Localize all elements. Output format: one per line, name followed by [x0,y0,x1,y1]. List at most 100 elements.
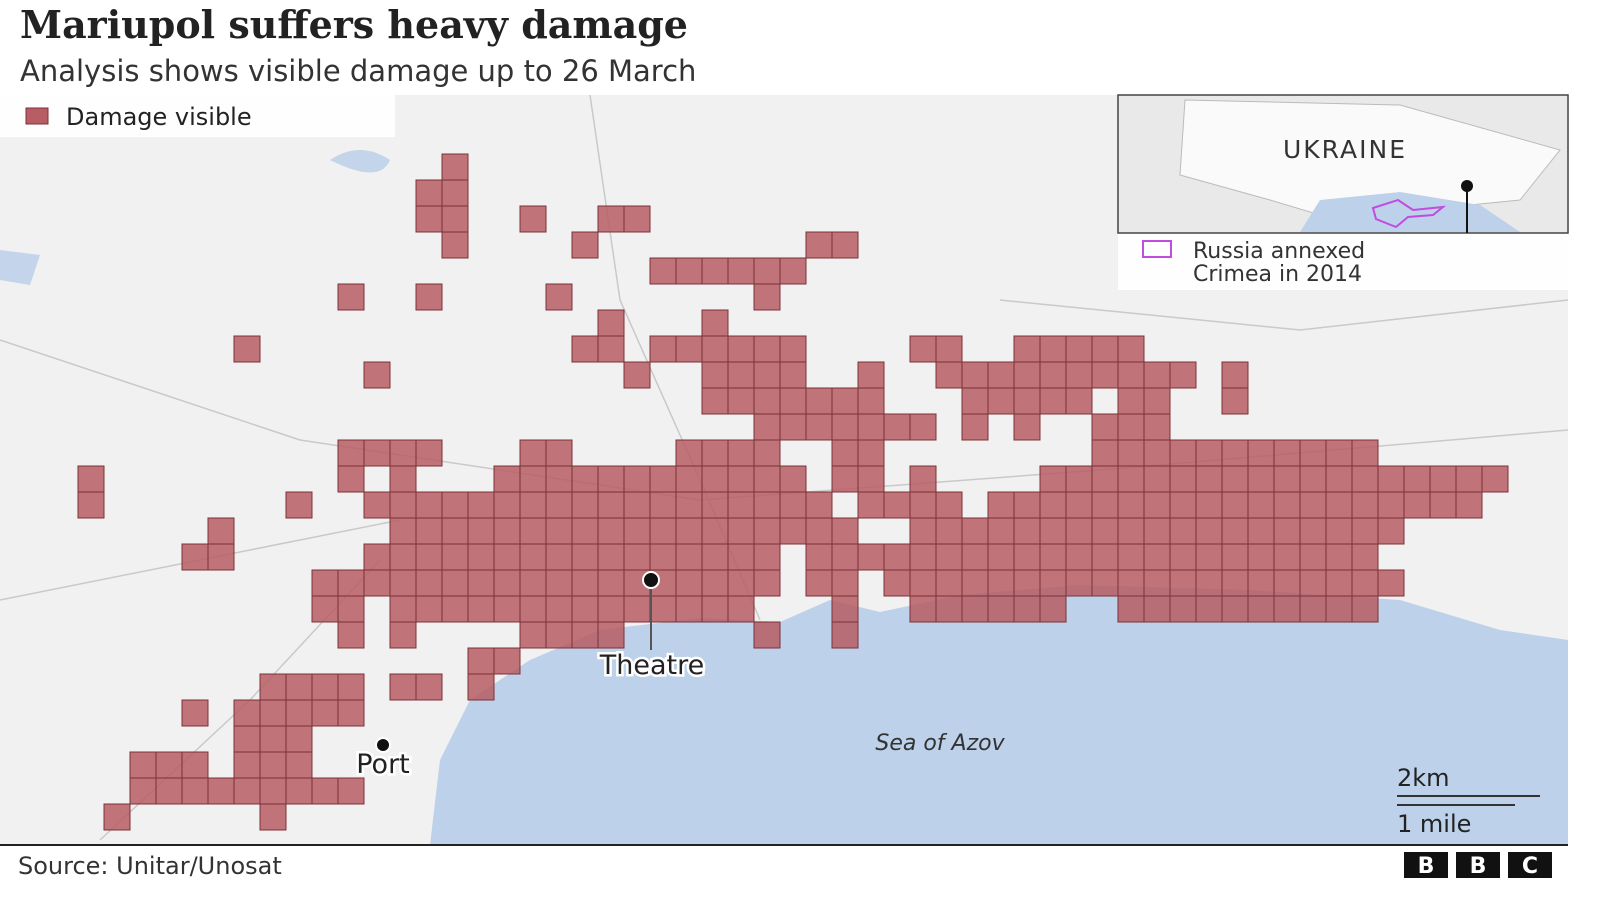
damage-cell [753,621,781,649]
damage-cell [337,621,365,649]
damage-cell [467,569,495,597]
damage-cell [753,335,781,363]
damage-cell [1325,491,1353,519]
damage-cell [805,387,833,415]
damage-cell [987,387,1015,415]
damage-cell [623,465,651,493]
damage-cell [909,517,937,545]
damage-cell [181,543,209,571]
damage-cell [493,491,521,519]
damage-cell [1247,517,1275,545]
damage-cell [753,569,781,597]
damage-cell [857,439,885,467]
damage-cell [311,673,339,701]
damage-cell [441,543,469,571]
damage-cell [207,517,235,545]
damage-cell [1299,543,1327,571]
damage-cell [1351,517,1379,545]
damage-cell [1325,569,1353,597]
damage-cell [649,257,677,285]
damage-cell [77,491,105,519]
damage-cell [519,569,547,597]
damage-cell [1351,465,1379,493]
damage-cell [415,179,443,207]
damage-cell [493,595,521,623]
damage-cell [1299,491,1327,519]
damage-cell [467,491,495,519]
damage-cell [1325,439,1353,467]
damage-cell [1195,595,1223,623]
damage-cell [909,595,937,623]
damage-cell [623,361,651,389]
damage-cell [1039,387,1067,415]
damage-cell [1221,465,1249,493]
damage-cell [935,335,963,363]
inset-sea [1300,192,1520,232]
damage-cell [1143,465,1171,493]
damage-cell [467,673,495,701]
damage-cell [441,231,469,259]
damage-cell [363,543,391,571]
damage-cell [883,413,911,441]
damage-cell [961,361,989,389]
damage-cell [467,517,495,545]
damage-cell [857,413,885,441]
damage-cell [831,621,859,649]
damage-cell [675,257,703,285]
damage-cell [1143,517,1171,545]
damage-cell [545,465,573,493]
damage-cell [805,413,833,441]
damage-cell [545,543,573,571]
damage-cell [571,517,599,545]
damage-cell [649,517,677,545]
damage-cell [155,751,183,779]
damage-cell [623,595,651,623]
damage-cell [1143,387,1171,415]
damage-cell [1169,595,1197,623]
inset: UKRAINE Russia annexed Crimea in 2014 [1117,94,1569,290]
damage-cell [519,595,547,623]
damage-cell [701,465,729,493]
damage-cell [779,517,807,545]
damage-cell [1429,491,1457,519]
damage-cell [493,465,521,493]
damage-cell [1065,517,1093,545]
damage-cell [1325,543,1353,571]
damage-cell [363,361,391,389]
damage-cell [545,283,573,311]
damage-cell [285,699,313,727]
legend-bg [0,95,395,137]
damage-cell [415,517,443,545]
damage-cell [701,257,729,285]
damage-cell [753,387,781,415]
inset-legend-line: Crimea in 2014 [1193,262,1362,287]
damage-cell [623,543,651,571]
damage-cell [1117,569,1145,597]
damage-cell [597,465,625,493]
damage-cell [1065,335,1093,363]
inset-legend-line: Russia annexed [1193,239,1365,264]
damage-cell [1143,361,1171,389]
damage-cell [935,595,963,623]
damage-cell [831,543,859,571]
damage-cell [857,491,885,519]
damage-cell [701,335,729,363]
title: Mariupol suffers heavy damage [20,2,688,47]
damage-cell [753,491,781,519]
damage-cell [1065,569,1093,597]
damage-cell [311,699,339,727]
damage-cell [987,569,1015,597]
damage-cell [1377,465,1405,493]
logo-letter: C [1522,854,1538,879]
logo-box [1508,852,1552,878]
damage-cell [597,335,625,363]
damage-cell [571,569,599,597]
damage-cell [1117,361,1145,389]
damage-cell [181,777,209,805]
damage-cell [1429,465,1457,493]
damage-cell [415,673,443,701]
damage-cell [1117,543,1145,571]
damage-cell [1169,439,1197,467]
label-theatre: Theatre [599,650,704,681]
